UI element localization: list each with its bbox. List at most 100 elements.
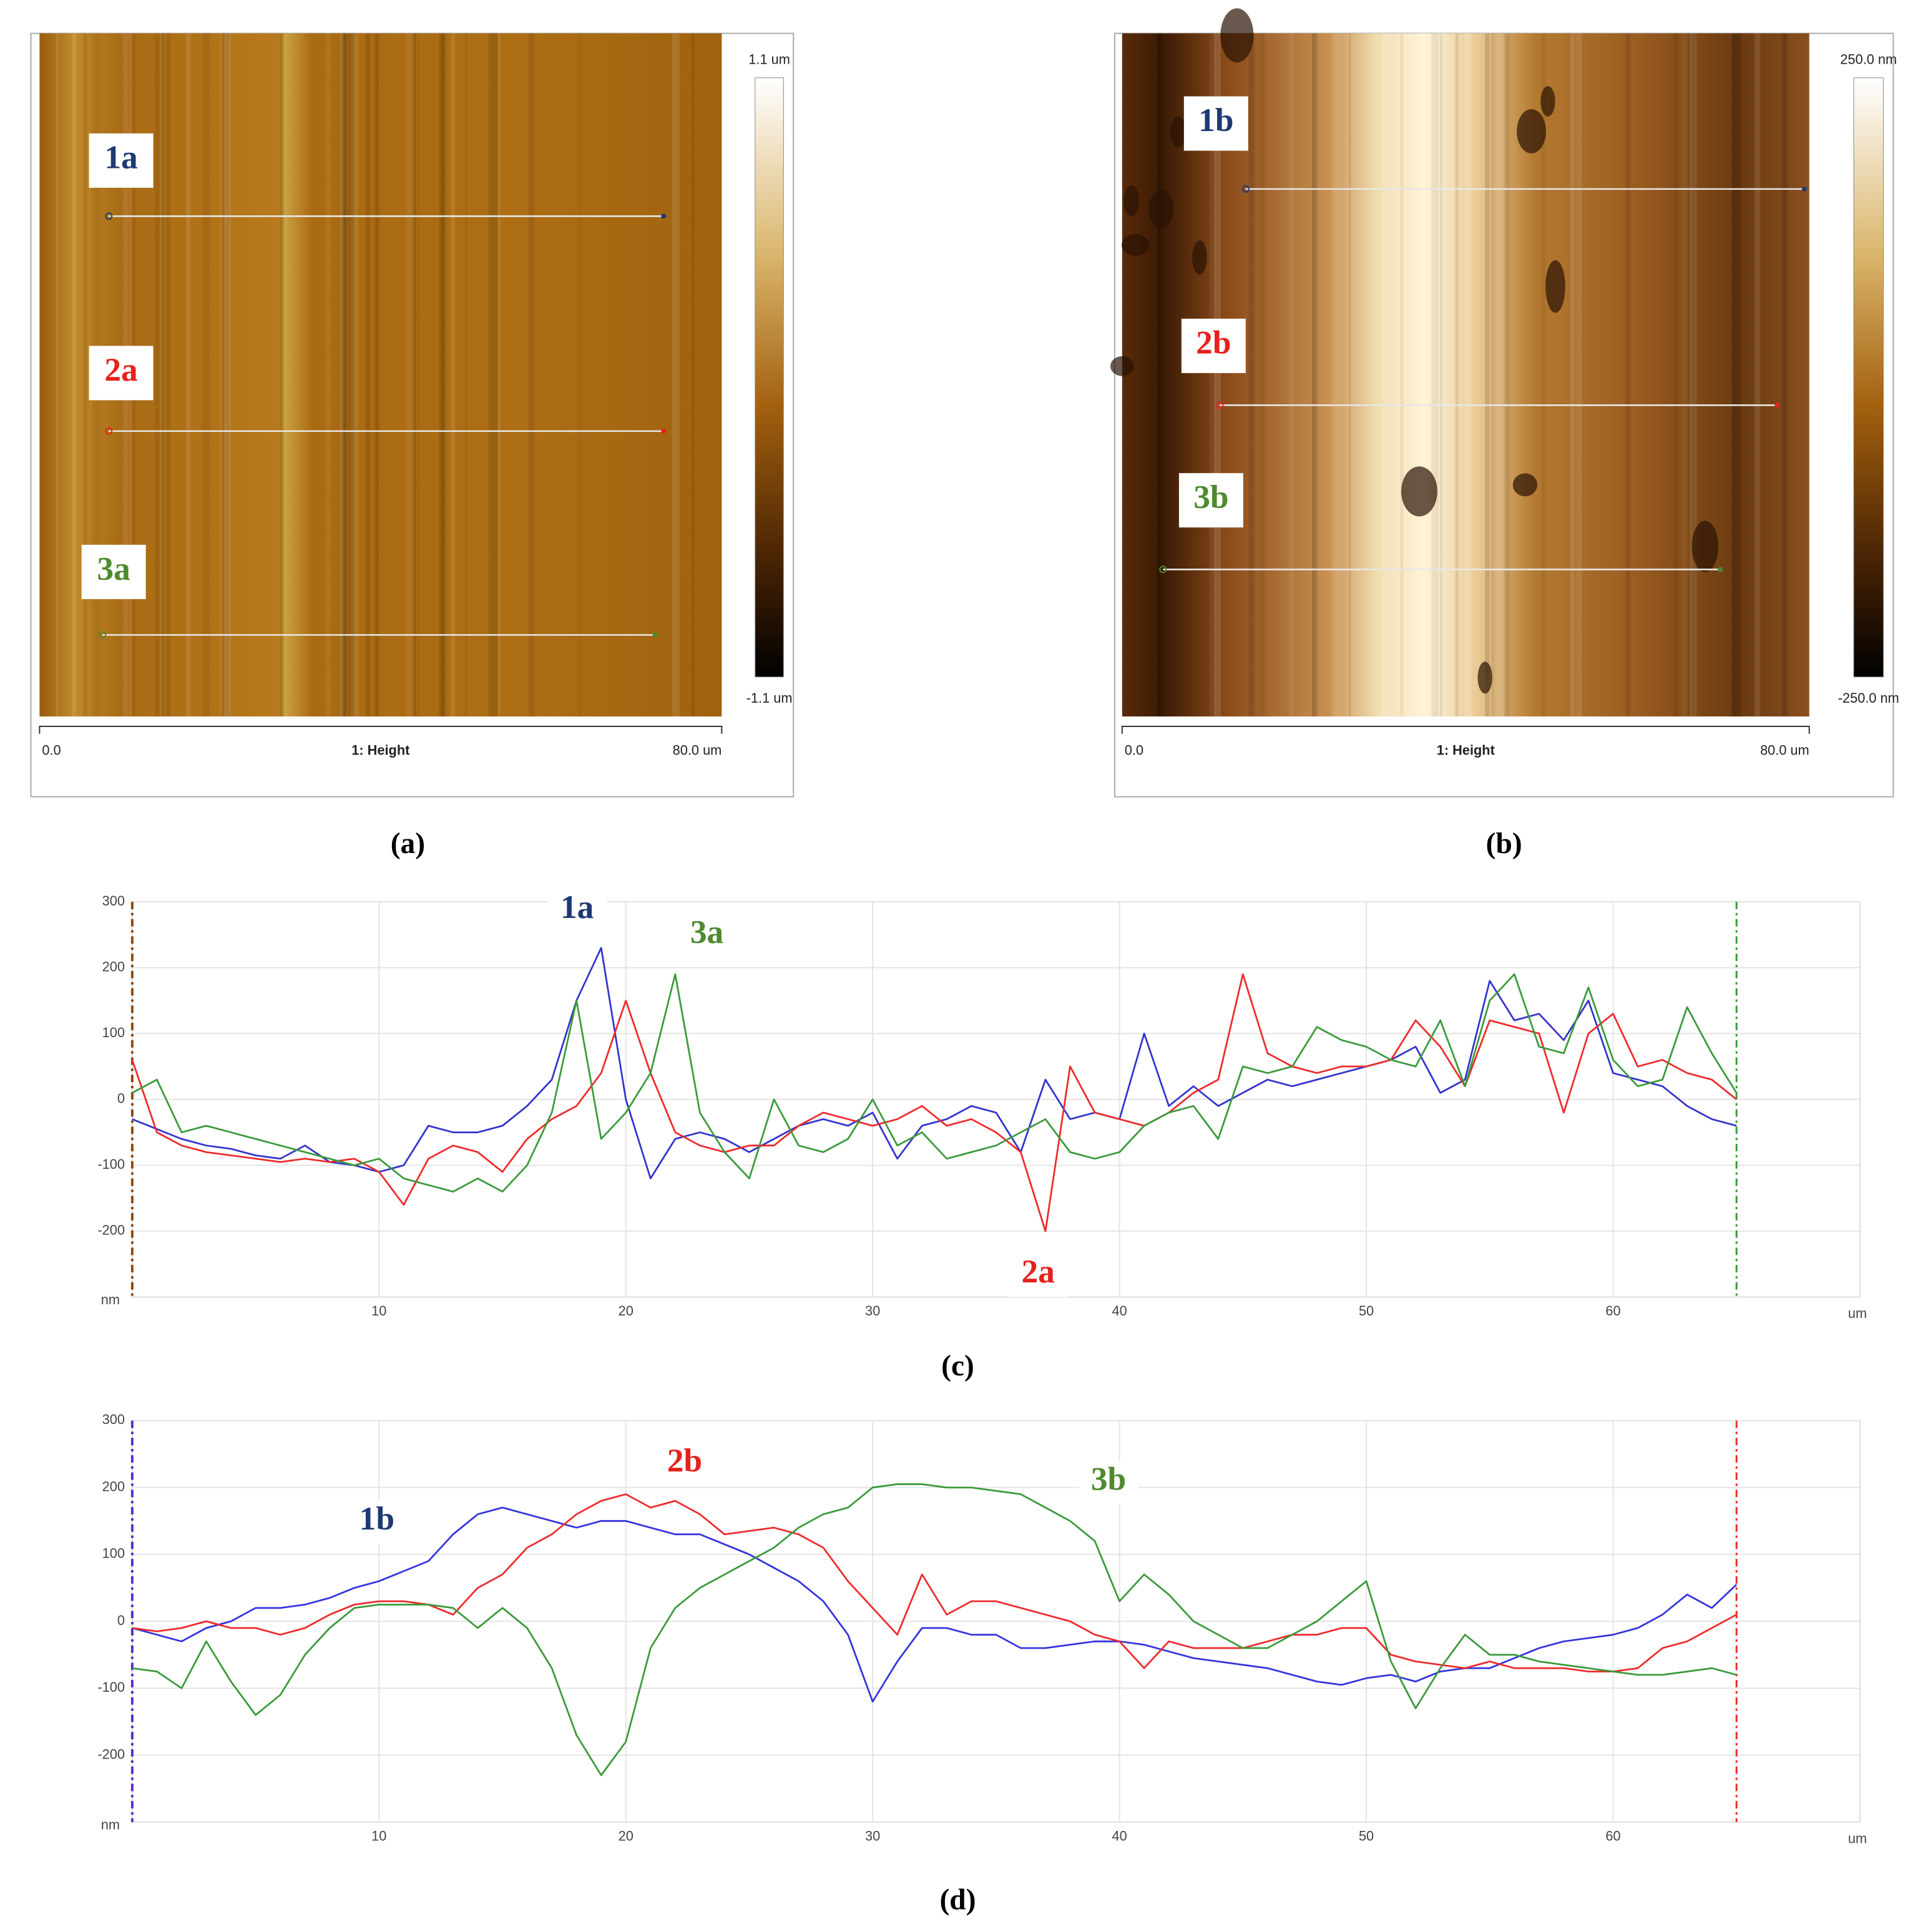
texture-stripe [338,33,346,717]
texture-stripe [1312,33,1318,717]
profile-end [1718,567,1723,572]
label-box [547,888,607,933]
texture-stripe [1209,33,1216,717]
panel-caption: (d) [939,1883,976,1916]
texture-stripe [1673,33,1678,717]
panel-caption: (a) [391,827,425,860]
texture-stripe [418,33,419,717]
y-axis-label: nm [101,1292,120,1307]
y-tick-label: 100 [102,1546,125,1561]
profile-series [132,1493,1737,1672]
y-tick-label: 0 [117,1091,125,1106]
profile-end [661,213,667,219]
surface-pit [1401,466,1437,517]
x-tick-label: 40 [1112,1303,1127,1319]
texture-stripe [413,33,417,717]
profile-end [105,212,113,220]
texture-stripe [339,33,344,717]
afm-panel: 1.1 um -1.1 um 0.0 1: Height 80.0 um 1a 2a 3a [30,32,795,798]
axis-end-label: 80.0 um [673,742,722,758]
texture-stripe [1157,33,1162,717]
texture-stripe [56,33,59,717]
texture-stripe [528,33,535,717]
texture-stripe [487,33,490,717]
x-tick-label: 10 [371,1828,386,1843]
texture-stripe [221,33,230,717]
color-scale [755,77,784,678]
series-label: 1b [360,1500,394,1537]
scan-axis [1121,725,1810,734]
texture-stripe [1437,33,1446,717]
texture-stripe [1490,33,1495,717]
texture-stripe [1781,33,1787,717]
y-tick-label: 100 [102,1025,125,1040]
label-box [1008,1252,1068,1297]
texture-stripe [1754,33,1761,717]
x-tick-label: 60 [1605,1303,1620,1319]
label-box [1178,473,1243,528]
texture-stripe [1570,33,1575,717]
profile-series [131,973,1738,1232]
y-tick-label: 0 [117,1612,125,1628]
x-axis-label: um [1848,1305,1867,1321]
y-tick-label: 300 [102,1412,125,1427]
texture-stripe [1260,33,1265,717]
texture-stripe [154,33,157,717]
surface-pit [1110,356,1134,376]
x-tick-label: 50 [1359,1828,1374,1843]
texture-stripe [1214,33,1221,717]
scale-bottom-label: -1.1 um [746,690,793,706]
y-tick-label: -100 [97,1156,125,1172]
texture-stripe [341,33,347,717]
series-label: 3a [690,913,723,950]
texture-stripe [1467,33,1472,717]
texture-stripe [1577,33,1582,717]
scale-top-label: 250.0 nm [1840,52,1897,67]
y-tick-label: -200 [97,1746,125,1762]
profile-end [652,632,658,638]
surface-pit [1170,115,1187,147]
texture-stripe [1504,33,1510,717]
label-box [677,912,737,958]
surface-pit [1545,260,1565,313]
texture-stripe [159,33,162,717]
profile-end [1216,401,1224,409]
panel-caption: (b) [1486,827,1522,860]
texture-stripe [1783,33,1789,717]
y-tick-label: 200 [102,959,125,974]
y-tick-label: -100 [97,1679,125,1695]
texture-stripe [1424,33,1427,717]
texture-stripe [672,33,680,717]
texture-stripe [279,33,283,717]
series-label: 2a [1021,1252,1054,1290]
texture-stripe [406,33,414,717]
series-label: 1a [560,888,594,925]
label-box [89,133,154,188]
texture-stripe [1625,33,1631,717]
y-tick-label: -200 [97,1222,125,1238]
x-tick-label: 50 [1359,1303,1374,1319]
surface-pit [1123,185,1139,217]
texture-stripe [1431,33,1439,717]
label-box [1181,318,1246,373]
profile-series [132,973,1738,1193]
texture-stripe [365,33,370,717]
texture-stripe [1311,33,1316,717]
profile-label: 3b [1193,478,1228,515]
profile-label: 1a [104,139,137,176]
texture-stripe [497,33,501,717]
surface-pit [1540,86,1555,117]
texture-stripe [1436,33,1441,717]
profile-end [1241,185,1250,193]
label-box [347,1500,407,1544]
texture-stripe [1157,33,1162,717]
x-tick-label: 30 [865,1303,880,1319]
profile-end [1801,186,1807,192]
y-axis-label: nm [101,1817,120,1833]
profile-label: 1b [1198,101,1233,139]
profile-label: 2b [1196,324,1231,361]
texture-stripe [155,33,165,717]
texture-stripe [465,33,467,717]
texture-stripe [351,33,359,717]
surface-pit [1220,8,1254,63]
